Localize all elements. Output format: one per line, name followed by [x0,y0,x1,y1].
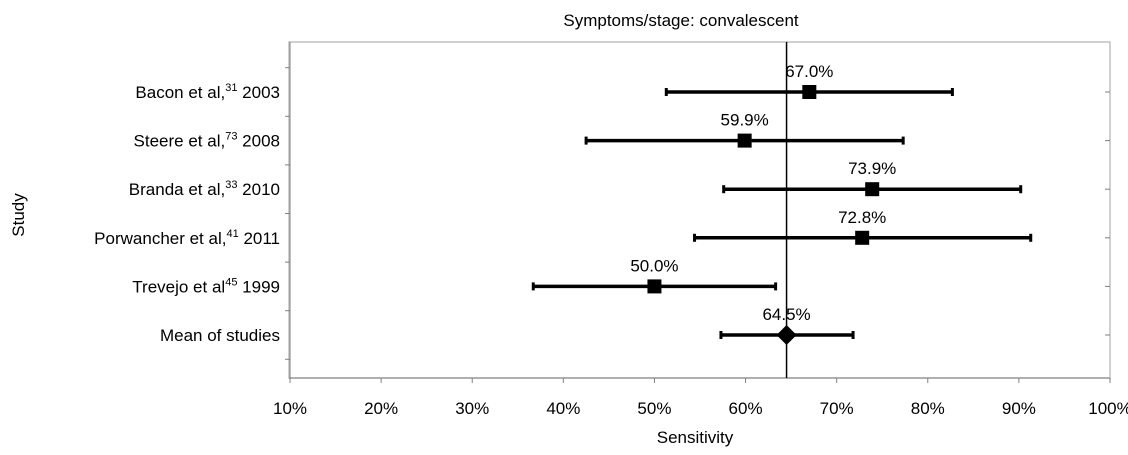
study-label: Trevejo et al45 1999 [132,276,280,296]
x-tick-label: 30% [455,399,489,418]
x-tick-label: 90% [1002,399,1036,418]
data-label: 64.5% [762,305,810,324]
data-label: 59.9% [721,111,769,130]
x-tick-label: 20% [364,399,398,418]
x-tick-label: 100% [1088,399,1128,418]
estimate-marker [802,85,817,99]
x-tick-label: 80% [911,399,945,418]
mean-diamond-marker [776,325,797,345]
data-label: 72.8% [838,208,886,227]
x-tick-label: 50% [637,399,671,418]
data-label: 50.0% [630,256,678,275]
study-label: Branda et al,33 2010 [129,179,280,199]
data-label: 67.0% [785,62,833,81]
estimate-marker [737,133,752,148]
tick-marks [285,67,1111,383]
study-estimates: 67.0% 59.9% 73.9% 72.8% 50.0% 64.5% [531,62,1033,345]
x-axis-label: Sensitivity [657,428,734,447]
study-label: Mean of studies [160,326,280,345]
x-tick-label: 70% [820,399,854,418]
data-label: 73.9% [848,159,896,178]
x-tick-label: 10% [273,399,307,418]
y-axis-label: Study [9,193,28,237]
x-tick-labels: 10% 20% 30% 40% 50% 60% 70% 80% 90% 100% [273,399,1128,418]
estimate-marker [855,230,870,245]
study-label: Porwancher et al,41 2011 [94,228,280,248]
estimate-marker [647,279,662,294]
study-label: Bacon et al,31 2003 [135,82,280,102]
x-tick-label: 40% [546,399,580,418]
chart-title: Symptoms/stage: convalescent [563,11,799,30]
x-tick-label: 60% [729,399,763,418]
study-label: Steere et al,73 2008 [134,131,280,151]
estimate-marker [865,182,880,197]
y-tick-labels: Bacon et al,31 2003 Steere et al,73 2008 B… [94,82,280,345]
